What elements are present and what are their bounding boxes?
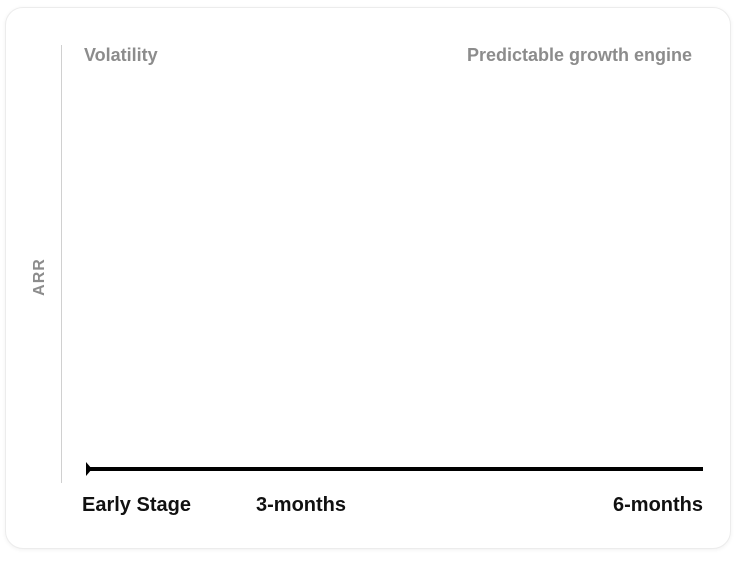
chart-card (5, 7, 731, 549)
y-axis-label: ARR (31, 258, 48, 296)
x-tick-label-6-months: 6-months (613, 494, 703, 516)
predictable-growth-annotation: Predictable growth engine (466, 45, 692, 65)
volatility-annotation: Volatility (84, 45, 158, 65)
x-tick-label-3-months: 3-months (256, 494, 346, 516)
x-axis-start-marker (86, 462, 92, 476)
x-tick-label-early-stage: Early Stage (82, 494, 191, 516)
